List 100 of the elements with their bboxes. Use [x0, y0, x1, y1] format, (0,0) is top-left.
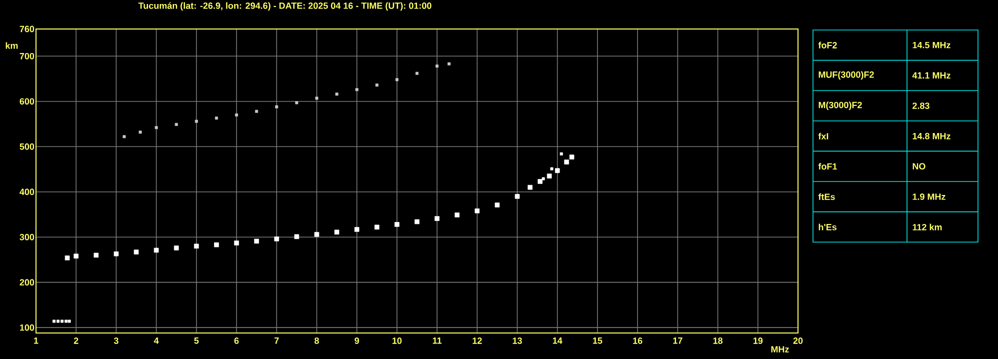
text: 14.5 MHz — [912, 42, 950, 48]
point — [546, 174, 552, 178]
point — [395, 78, 398, 82]
point — [274, 236, 280, 242]
x-tick-label: 8 — [314, 338, 319, 344]
point — [154, 248, 159, 253]
x-tick-label: 16 — [633, 338, 642, 344]
x-tick-label: 6 — [234, 338, 239, 344]
x-tick-label: 9 — [354, 338, 360, 344]
x-axis-title: MHz — [771, 346, 789, 352]
x-tick-label: 17 — [673, 338, 682, 344]
y-tick-label: 600 — [20, 98, 34, 105]
point — [528, 184, 532, 190]
point — [315, 96, 318, 100]
y-tick-label: 700 — [20, 52, 34, 60]
text: foF2 — [818, 42, 837, 48]
point — [235, 113, 238, 116]
text: 2.83 — [912, 102, 930, 109]
y-tick-label: 500 — [20, 143, 34, 150]
x-tick-label: 5 — [194, 338, 199, 344]
point — [434, 216, 440, 221]
x-tick-label: 20 — [793, 338, 803, 344]
point — [538, 179, 543, 184]
point — [569, 154, 574, 160]
point — [474, 208, 480, 214]
point — [154, 126, 158, 130]
point — [414, 219, 420, 224]
point — [74, 254, 79, 258]
chart-title: Tucumán (lat: -26.9, lon: 294.6) - DATE: 2025 04 16 - TIME (UT): 01:00 — [138, 2, 432, 11]
text: 41.1 MHz — [912, 72, 950, 78]
point — [275, 105, 278, 108]
point — [56, 320, 60, 323]
point — [294, 234, 300, 240]
point — [448, 62, 451, 66]
point — [542, 177, 545, 180]
point — [295, 101, 298, 104]
x-tick-label: 2 — [74, 338, 78, 344]
x-tick-label: 12 — [472, 338, 482, 344]
text: MUF(3000)F2 — [818, 71, 874, 80]
y-tick-label: 200 — [20, 279, 34, 286]
x-tick-label: 1 — [34, 338, 38, 344]
point — [194, 244, 199, 249]
y-tick-label: 300 — [20, 234, 34, 240]
y-tick-label: 760 — [20, 26, 34, 32]
point — [174, 246, 179, 250]
point — [234, 240, 239, 246]
point — [375, 84, 378, 87]
point — [138, 130, 142, 134]
x-tick-label: 7 — [274, 338, 279, 344]
point — [334, 230, 340, 235]
point — [335, 92, 338, 96]
point — [64, 256, 70, 260]
text: M(3000)F2 — [818, 102, 862, 110]
point — [314, 232, 320, 237]
point — [52, 320, 56, 323]
text: NO — [912, 163, 926, 170]
point — [134, 250, 139, 254]
point — [64, 320, 68, 323]
point — [255, 110, 258, 113]
x-tick-label: 3 — [114, 338, 118, 344]
x-tick-label: 15 — [593, 338, 602, 344]
point — [416, 72, 419, 75]
point — [60, 320, 64, 323]
text: h'Es — [818, 224, 836, 230]
point — [214, 242, 219, 248]
text: ftEs — [818, 193, 835, 200]
x-tick-label: 19 — [753, 338, 763, 344]
point — [354, 227, 360, 232]
text: 112 km — [912, 224, 942, 230]
point — [560, 152, 563, 156]
x-tick-label: 13 — [512, 338, 522, 344]
text: 14.8 MHz — [912, 132, 950, 140]
x-tick-label: 14 — [552, 338, 562, 344]
point — [564, 160, 569, 164]
point — [394, 222, 400, 227]
point — [514, 194, 520, 199]
point — [550, 167, 554, 170]
x-tick-label: 18 — [713, 338, 723, 344]
text: foF1 — [818, 162, 837, 170]
point — [554, 168, 560, 173]
x-tick-label: 10 — [392, 338, 402, 344]
point — [194, 120, 198, 123]
y-axis-title: km — [6, 42, 18, 49]
point — [214, 116, 218, 120]
point — [94, 252, 99, 258]
point — [68, 320, 71, 323]
point — [374, 224, 380, 230]
y-tick-label: 400 — [20, 188, 34, 196]
point — [122, 135, 126, 138]
text: fxI — [818, 132, 828, 140]
point — [174, 122, 178, 126]
point — [355, 88, 358, 92]
point — [454, 212, 460, 218]
text: 1.9 MHz — [912, 194, 946, 200]
point — [436, 64, 439, 68]
point — [114, 251, 119, 256]
x-tick-label: 4 — [154, 338, 159, 344]
x-tick-label: 11 — [432, 338, 442, 344]
point — [254, 238, 259, 244]
y-tick-label: 100 — [20, 324, 34, 331]
